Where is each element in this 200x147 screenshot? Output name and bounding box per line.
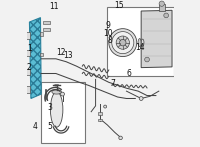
Text: 1: 1 (27, 44, 32, 53)
Ellipse shape (52, 90, 61, 94)
Text: 8: 8 (107, 36, 112, 45)
Circle shape (159, 1, 164, 6)
FancyBboxPatch shape (41, 82, 85, 143)
Text: 3: 3 (48, 103, 52, 112)
Circle shape (109, 29, 137, 57)
Ellipse shape (50, 92, 63, 127)
Text: 15: 15 (114, 1, 124, 10)
Ellipse shape (141, 39, 144, 46)
Bar (98, 119, 102, 121)
Text: 2: 2 (27, 63, 32, 72)
Bar (40, 53, 43, 56)
Text: 7: 7 (110, 78, 115, 88)
Text: 13: 13 (64, 51, 73, 60)
Circle shape (120, 39, 126, 46)
Circle shape (164, 13, 169, 18)
Text: 5: 5 (48, 122, 52, 131)
Bar (26, 86, 30, 93)
Bar (40, 32, 43, 36)
Polygon shape (141, 10, 172, 68)
Polygon shape (29, 18, 41, 98)
Bar (43, 28, 50, 31)
Circle shape (145, 57, 149, 62)
Bar (26, 50, 30, 56)
Ellipse shape (54, 84, 59, 86)
Ellipse shape (138, 39, 141, 47)
Circle shape (112, 32, 134, 54)
Text: 10: 10 (103, 29, 113, 38)
Text: 12: 12 (56, 48, 66, 57)
Circle shape (116, 36, 129, 49)
Circle shape (139, 97, 143, 100)
Text: 4: 4 (33, 122, 38, 131)
Bar (26, 69, 30, 75)
Text: 14: 14 (136, 42, 145, 52)
Bar (26, 32, 30, 39)
Circle shape (119, 136, 122, 140)
Circle shape (104, 105, 107, 108)
Text: 6: 6 (127, 69, 132, 78)
Circle shape (61, 92, 64, 96)
Text: 9: 9 (106, 21, 111, 30)
Bar (159, 4, 165, 11)
Text: 11: 11 (50, 2, 59, 11)
Bar (98, 112, 102, 115)
Bar (43, 21, 50, 24)
FancyBboxPatch shape (107, 7, 174, 76)
